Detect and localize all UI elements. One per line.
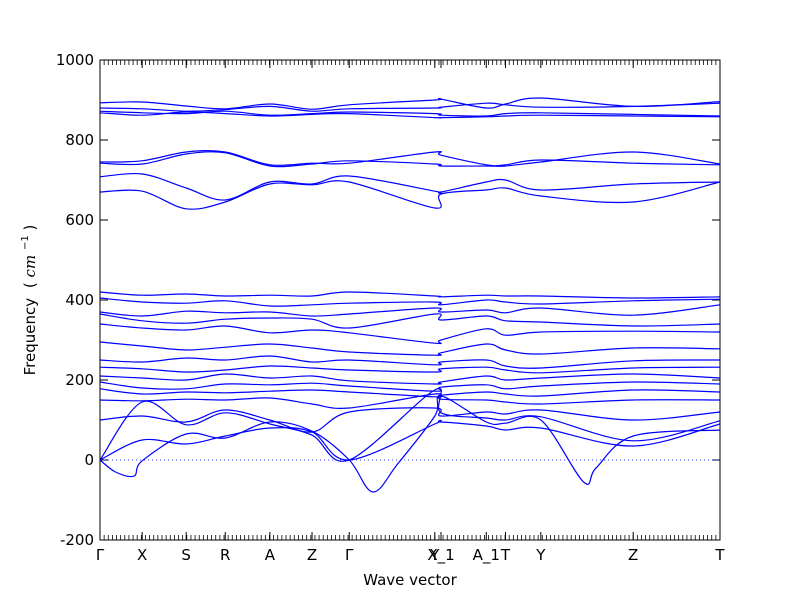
x-tick-label: Γ — [96, 546, 105, 564]
y-tick-label: -200 — [60, 531, 94, 549]
y-tick-label: 600 — [65, 211, 94, 229]
plot-frame — [99, 59, 721, 541]
band-line-2 — [99, 102, 721, 112]
band-line-11 — [99, 304, 721, 317]
band-line-23 — [99, 419, 721, 461]
x-tick-label: T — [714, 546, 725, 564]
y-tick-label: 0 — [84, 451, 94, 469]
x-tick-label: R — [220, 546, 230, 564]
x-tick-label: Y — [429, 546, 440, 564]
band-line-4 — [99, 111, 721, 119]
x-tick-label: A_1 — [473, 546, 500, 565]
y-axis-label-main: Frequency — [21, 298, 39, 376]
band-line-20 — [99, 393, 721, 409]
y-tick-label: 800 — [65, 131, 94, 149]
band-line-5 — [99, 150, 721, 167]
x-tick-label: Z — [628, 546, 638, 564]
y-tick-label: 400 — [65, 291, 94, 309]
y-axis-label: Frequency ( cm −1 ) — [14, 225, 39, 376]
x-tick-labels: Γ X S R A Z Γ YX_1 A_1 T Y Z T — [96, 546, 726, 565]
x-tick-label: X — [137, 546, 147, 564]
y-tick-label: 200 — [65, 371, 94, 389]
x-axis-label: Wave vector — [363, 571, 457, 589]
band-line-19 — [99, 388, 721, 398]
band-line-14 — [99, 341, 721, 356]
band-line-9 — [99, 291, 721, 299]
band-line-16 — [99, 365, 721, 374]
x-tick-label: T — [500, 546, 511, 564]
band-line-7 — [99, 172, 721, 201]
band-line-6 — [99, 151, 721, 168]
x-tick-label: S — [181, 546, 191, 564]
band-line-17 — [99, 373, 721, 385]
band-line-21 — [99, 407, 721, 433]
x-tick-label: Γ — [345, 546, 354, 564]
y-axis-label-paren-open: ( — [21, 282, 39, 288]
band-series — [99, 97, 721, 493]
band-line-22 — [99, 387, 721, 462]
band-line-1 — [99, 97, 721, 110]
y-tick-label: 1000 — [56, 51, 94, 69]
x-tick-label: Y — [535, 546, 546, 564]
band-line-15 — [99, 355, 721, 369]
y-axis-label-paren-close: ) — [21, 225, 39, 231]
band-line-18 — [99, 381, 721, 392]
x-tick-label: Z — [307, 546, 317, 564]
band-line-12 — [99, 313, 721, 329]
tick-marks — [99, 59, 721, 541]
x-tick-label: A — [265, 546, 276, 564]
band-line-8 — [99, 180, 721, 210]
y-axis-label-sup: −1 — [20, 235, 31, 250]
y-tick-labels: -200 0 200 400 600 800 1000 — [56, 51, 94, 549]
band-line-10 — [99, 297, 721, 307]
band-line-24 — [99, 395, 721, 493]
band-line-3 — [99, 110, 721, 117]
x-tick-label: X_1 — [427, 546, 454, 565]
band-line-13 — [99, 323, 721, 345]
y-axis-label-unit: cm — [21, 255, 39, 278]
